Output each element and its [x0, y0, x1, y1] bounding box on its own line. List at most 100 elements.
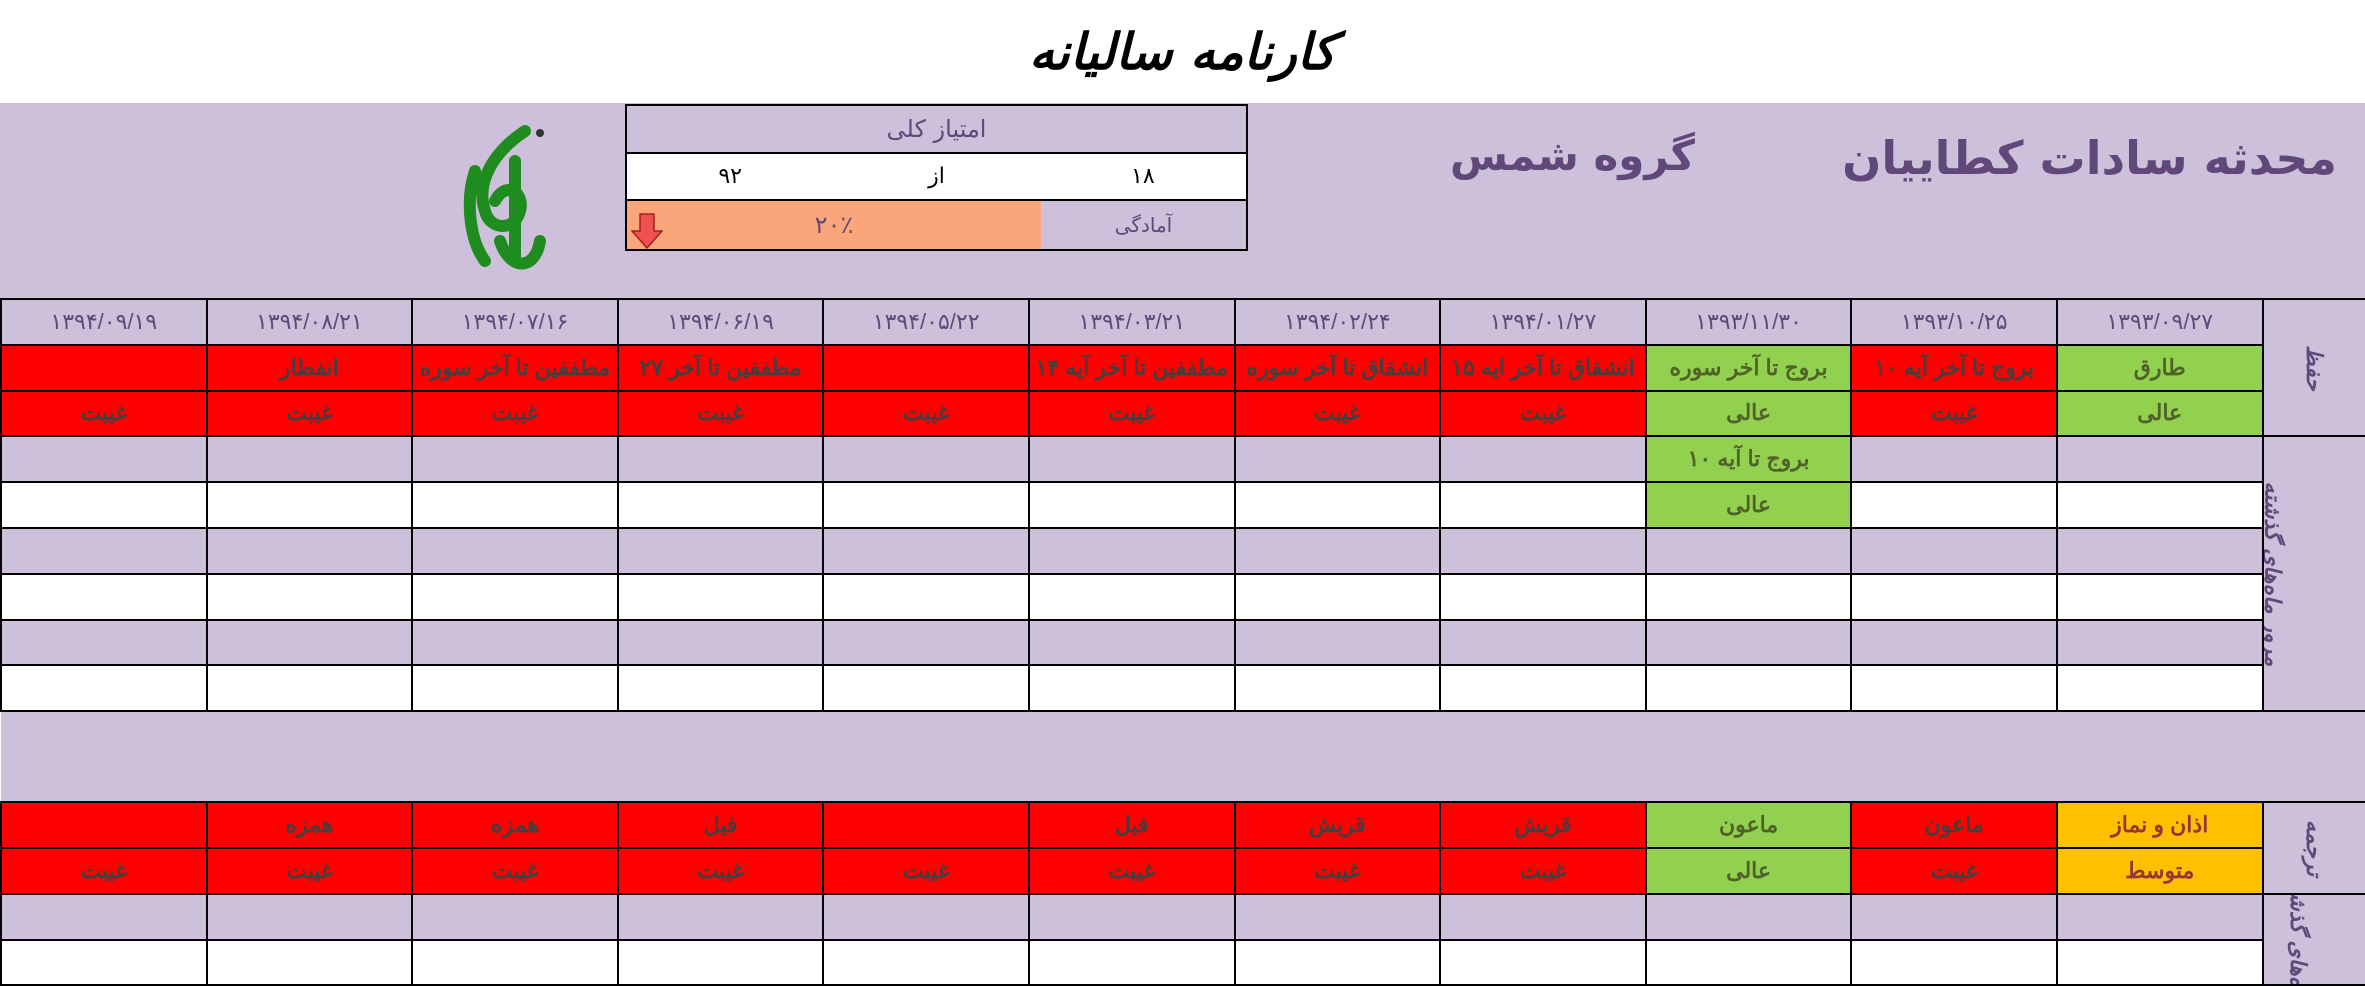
muroor-cell[interactable] — [411, 526, 619, 575]
tarjome-topic-cell[interactable]: فیل — [616, 801, 825, 849]
muroor-cell[interactable] — [1850, 618, 2058, 667]
muroor-cell[interactable] — [1027, 618, 1236, 667]
muroor-cell[interactable] — [411, 664, 619, 713]
tarjome-topic-cell[interactable]: ماعون — [1644, 801, 1853, 849]
hifz-topic-cell[interactable]: انشقاق تا آخر سوره — [1233, 343, 1442, 392]
muroor-cell[interactable] — [2055, 435, 2264, 484]
tarjome-grade-cell[interactable]: غیبت — [1439, 846, 1647, 895]
muroor-cell[interactable] — [205, 526, 414, 575]
muroor-cell[interactable] — [205, 618, 414, 667]
muroor-cell[interactable] — [1233, 664, 1442, 713]
muroor-cell[interactable] — [205, 481, 414, 529]
muroor-cell[interactable] — [411, 481, 619, 529]
past-cell[interactable] — [1644, 892, 1853, 941]
muroor-cell[interactable] — [1644, 526, 1853, 575]
muroor-cell[interactable] — [616, 572, 825, 621]
hifz-topic-cell[interactable]: بروج تا آخر سوره — [1644, 343, 1853, 392]
hifz-grade-cell[interactable]: غیبت — [1233, 389, 1442, 438]
hifz-grade-cell[interactable]: غیبت — [1027, 389, 1236, 438]
past-cell[interactable] — [822, 892, 1030, 941]
muroor-cell[interactable] — [822, 435, 1030, 484]
muroor-cell[interactable] — [411, 435, 619, 484]
muroor-cell[interactable] — [411, 618, 619, 667]
past-cell[interactable] — [1027, 938, 1236, 986]
muroor-cell[interactable] — [411, 572, 619, 621]
hifz-topic-cell[interactable] — [822, 343, 1030, 392]
muroor-cell[interactable] — [616, 481, 825, 529]
past-cell[interactable] — [1439, 938, 1647, 986]
muroor-cell[interactable] — [1439, 572, 1647, 621]
past-cell[interactable] — [0, 938, 208, 986]
tarjome-topic-cell[interactable]: فیل — [1027, 801, 1236, 849]
hifz-topic-cell[interactable]: بروج تا آخر آیه ۱۰ — [1850, 343, 2058, 392]
muroor-cell[interactable] — [1439, 526, 1647, 575]
muroor-cell[interactable] — [1233, 526, 1442, 575]
tarjome-topic-cell[interactable] — [822, 801, 1030, 849]
muroor-cell[interactable] — [1439, 435, 1647, 484]
hifz-grade-cell[interactable]: غیبت — [205, 389, 414, 438]
muroor-cell[interactable] — [1439, 664, 1647, 713]
tarjome-topic-cell[interactable]: همزه — [205, 801, 414, 849]
tarjome-topic-cell[interactable]: همزه — [411, 801, 619, 849]
muroor-cell[interactable] — [1027, 481, 1236, 529]
muroor-cell[interactable] — [822, 664, 1030, 713]
hifz-grade-cell[interactable]: غیبت — [411, 389, 619, 438]
past-cell[interactable] — [1027, 892, 1236, 941]
tarjome-grade-cell[interactable]: غیبت — [0, 846, 208, 895]
muroor-cell[interactable] — [205, 435, 414, 484]
muroor-cell[interactable]: عالی — [1644, 481, 1853, 529]
hifz-grade-cell[interactable]: غیبت — [1850, 389, 2058, 438]
muroor-cell[interactable] — [2055, 664, 2264, 713]
muroor-cell[interactable] — [822, 618, 1030, 667]
muroor-cell[interactable] — [1027, 664, 1236, 713]
muroor-cell[interactable] — [0, 435, 208, 484]
muroor-cell[interactable] — [2055, 526, 2264, 575]
muroor-cell[interactable] — [2055, 481, 2264, 529]
muroor-cell[interactable] — [1850, 481, 2058, 529]
past-cell[interactable] — [0, 892, 208, 941]
muroor-cell[interactable] — [1850, 572, 2058, 621]
muroor-cell[interactable] — [0, 481, 208, 529]
muroor-cell[interactable] — [1850, 435, 2058, 484]
hifz-topic-cell[interactable]: مطففین تا آخر ۲۷ — [616, 343, 825, 392]
muroor-cell[interactable] — [1644, 664, 1853, 713]
hifz-topic-cell[interactable]: مطففین تا آخر سوره — [411, 343, 619, 392]
hifz-topic-cell[interactable]: انفطار — [205, 343, 414, 392]
past-cell[interactable] — [616, 892, 825, 941]
hifz-grade-cell[interactable]: غیبت — [822, 389, 1030, 438]
muroor-cell[interactable]: بروج تا آیه ۱۰ — [1644, 435, 1853, 484]
hifz-topic-cell[interactable]: مطففین تا آخر آیه ۱۴ — [1027, 343, 1236, 392]
past-cell[interactable] — [2055, 892, 2264, 941]
muroor-cell[interactable] — [1850, 526, 2058, 575]
past-cell[interactable] — [205, 938, 414, 986]
tarjome-topic-cell[interactable] — [0, 801, 208, 849]
muroor-cell[interactable] — [1644, 572, 1853, 621]
muroor-cell[interactable] — [2055, 572, 2264, 621]
muroor-cell[interactable] — [0, 526, 208, 575]
tarjome-grade-cell[interactable]: غیبت — [1027, 846, 1236, 895]
hifz-grade-cell[interactable]: غیبت — [1439, 389, 1647, 438]
muroor-cell[interactable] — [616, 526, 825, 575]
muroor-cell[interactable] — [1027, 526, 1236, 575]
muroor-cell[interactable] — [1850, 664, 2058, 713]
past-cell[interactable] — [1850, 938, 2058, 986]
muroor-cell[interactable] — [616, 435, 825, 484]
past-cell[interactable] — [1233, 892, 1442, 941]
muroor-cell[interactable] — [1233, 481, 1442, 529]
past-cell[interactable] — [616, 938, 825, 986]
past-cell[interactable] — [1233, 938, 1442, 986]
past-cell[interactable] — [1439, 892, 1647, 941]
tarjome-grade-cell[interactable]: عالی — [1644, 846, 1853, 895]
hifz-grade-cell[interactable]: غیبت — [616, 389, 825, 438]
muroor-cell[interactable] — [822, 526, 1030, 575]
tarjome-topic-cell[interactable]: قریش — [1439, 801, 1647, 849]
tarjome-topic-cell[interactable]: قریش — [1233, 801, 1442, 849]
past-cell[interactable] — [822, 938, 1030, 986]
muroor-cell[interactable] — [616, 618, 825, 667]
muroor-cell[interactable] — [1027, 435, 1236, 484]
tarjome-grade-cell[interactable]: غیبت — [1850, 846, 2058, 895]
tarjome-topic-cell[interactable]: اذان و نماز — [2055, 801, 2264, 849]
past-cell[interactable] — [411, 938, 619, 986]
hifz-topic-cell[interactable]: انشقاق تا آخر ایه ۱۵ — [1439, 343, 1647, 392]
tarjome-grade-cell[interactable]: غیبت — [411, 846, 619, 895]
